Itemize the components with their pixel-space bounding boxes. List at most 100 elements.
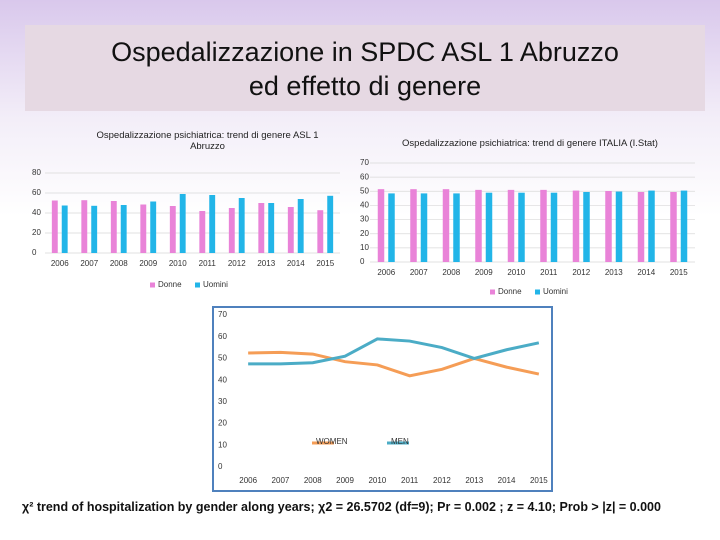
legend-label: Donne xyxy=(498,287,522,296)
bar xyxy=(410,189,417,262)
y-tick-label: 10 xyxy=(218,440,227,449)
title-box: Ospedalizzazione in SPDC ASL 1 Abruzzo e… xyxy=(25,25,705,111)
bar xyxy=(507,189,515,262)
bar xyxy=(518,192,525,262)
y-tick-label: 0 xyxy=(360,257,365,266)
bar xyxy=(317,210,324,253)
bar xyxy=(605,191,612,262)
x-tick-label: 2012 xyxy=(433,476,451,485)
bar xyxy=(140,204,147,253)
bar xyxy=(680,190,688,262)
y-tick-label: 80 xyxy=(32,168,41,177)
bar xyxy=(61,205,68,253)
bar xyxy=(670,191,677,262)
x-tick-label: 2009 xyxy=(139,259,157,268)
bar xyxy=(648,190,655,262)
bar xyxy=(453,193,460,262)
bar xyxy=(238,198,245,253)
x-tick-label: 2014 xyxy=(287,259,305,268)
legend-label: MEN xyxy=(391,437,409,446)
line xyxy=(248,350,540,378)
x-tick-label: 2008 xyxy=(304,476,322,485)
x-tick-label: 2007 xyxy=(410,268,428,277)
bar xyxy=(51,200,58,253)
bar xyxy=(475,189,482,262)
y-tick-label: 20 xyxy=(218,419,227,428)
y-tick-label: 0 xyxy=(218,462,223,471)
bar xyxy=(377,189,385,262)
x-tick-label: 2008 xyxy=(442,268,460,277)
y-tick-label: 40 xyxy=(218,375,227,384)
chart-frame xyxy=(212,306,553,492)
x-tick-label: 2013 xyxy=(605,268,623,277)
legend-swatch xyxy=(535,289,540,295)
x-tick-label: 2011 xyxy=(540,268,558,277)
x-tick-label: 2015 xyxy=(530,476,548,485)
x-tick-label: 2006 xyxy=(239,476,257,485)
bar xyxy=(637,191,645,262)
title-line: Ospedalizzazione in SPDC ASL 1 Abruzzo xyxy=(111,37,619,67)
bar xyxy=(572,190,580,262)
x-tick-label: 2009 xyxy=(336,476,354,485)
x-tick-label: 2015 xyxy=(316,259,334,268)
x-tick-label: 2010 xyxy=(507,268,525,277)
x-tick-label: 2011 xyxy=(401,476,419,485)
bar xyxy=(485,192,493,262)
chart-title: Ospedalizzazione psichiatrica: trend di … xyxy=(402,138,658,149)
bar xyxy=(91,205,98,253)
x-tick-label: 2014 xyxy=(637,268,655,277)
bar xyxy=(81,200,88,253)
x-tick-label: 2006 xyxy=(51,259,69,268)
bar xyxy=(420,193,428,262)
y-tick-label: 70 xyxy=(360,158,369,167)
y-tick-label: 40 xyxy=(32,208,41,217)
line xyxy=(248,337,540,366)
y-tick-label: 40 xyxy=(360,201,369,210)
y-tick-label: 0 xyxy=(32,248,37,257)
y-tick-label: 30 xyxy=(360,215,369,224)
bar xyxy=(327,195,334,253)
bar xyxy=(209,195,216,253)
x-tick-label: 2007 xyxy=(80,259,98,268)
y-tick-label: 20 xyxy=(32,228,41,237)
bar xyxy=(297,199,304,253)
x-tick-label: 2012 xyxy=(572,268,590,277)
y-tick-label: 70 xyxy=(218,310,227,319)
y-tick-label: 60 xyxy=(360,172,369,181)
title-line: ed effetto di genere xyxy=(248,71,482,101)
y-tick-label: 10 xyxy=(360,243,369,252)
x-tick-label: 2006 xyxy=(377,268,395,277)
bar xyxy=(179,194,186,253)
y-tick-label: 20 xyxy=(360,229,369,238)
chart-title: Ospedalizzazione psichiatrica: trend di … xyxy=(96,130,319,152)
bar xyxy=(550,192,558,262)
legend-swatch xyxy=(490,289,495,295)
bar xyxy=(388,193,395,262)
x-tick-label: 2015 xyxy=(670,268,688,277)
legend-label: Uomini xyxy=(543,287,568,296)
x-tick-label: 2012 xyxy=(228,259,246,268)
footer: χ² trend of hospitalization by gender al… xyxy=(22,500,661,514)
bar xyxy=(615,191,623,262)
legend-label: Donne xyxy=(158,280,182,289)
x-tick-label: 2013 xyxy=(257,259,275,268)
bar xyxy=(258,203,265,253)
y-tick-label: 50 xyxy=(360,186,369,195)
y-tick-label: 60 xyxy=(32,188,41,197)
x-tick-label: 2011 xyxy=(199,259,217,268)
y-tick-label: 30 xyxy=(218,397,227,406)
bar xyxy=(169,206,176,253)
bar xyxy=(150,201,157,253)
bar xyxy=(287,207,294,253)
y-tick-label: 50 xyxy=(218,354,227,363)
bar xyxy=(540,189,547,262)
legend-swatch xyxy=(150,282,155,288)
legend-swatch xyxy=(195,282,200,288)
bar xyxy=(199,211,206,253)
x-tick-label: 2007 xyxy=(272,476,290,485)
bar xyxy=(228,208,235,253)
bar xyxy=(583,191,590,262)
bar xyxy=(110,201,117,253)
legend-label: Uomini xyxy=(203,280,228,289)
bar xyxy=(120,205,127,253)
